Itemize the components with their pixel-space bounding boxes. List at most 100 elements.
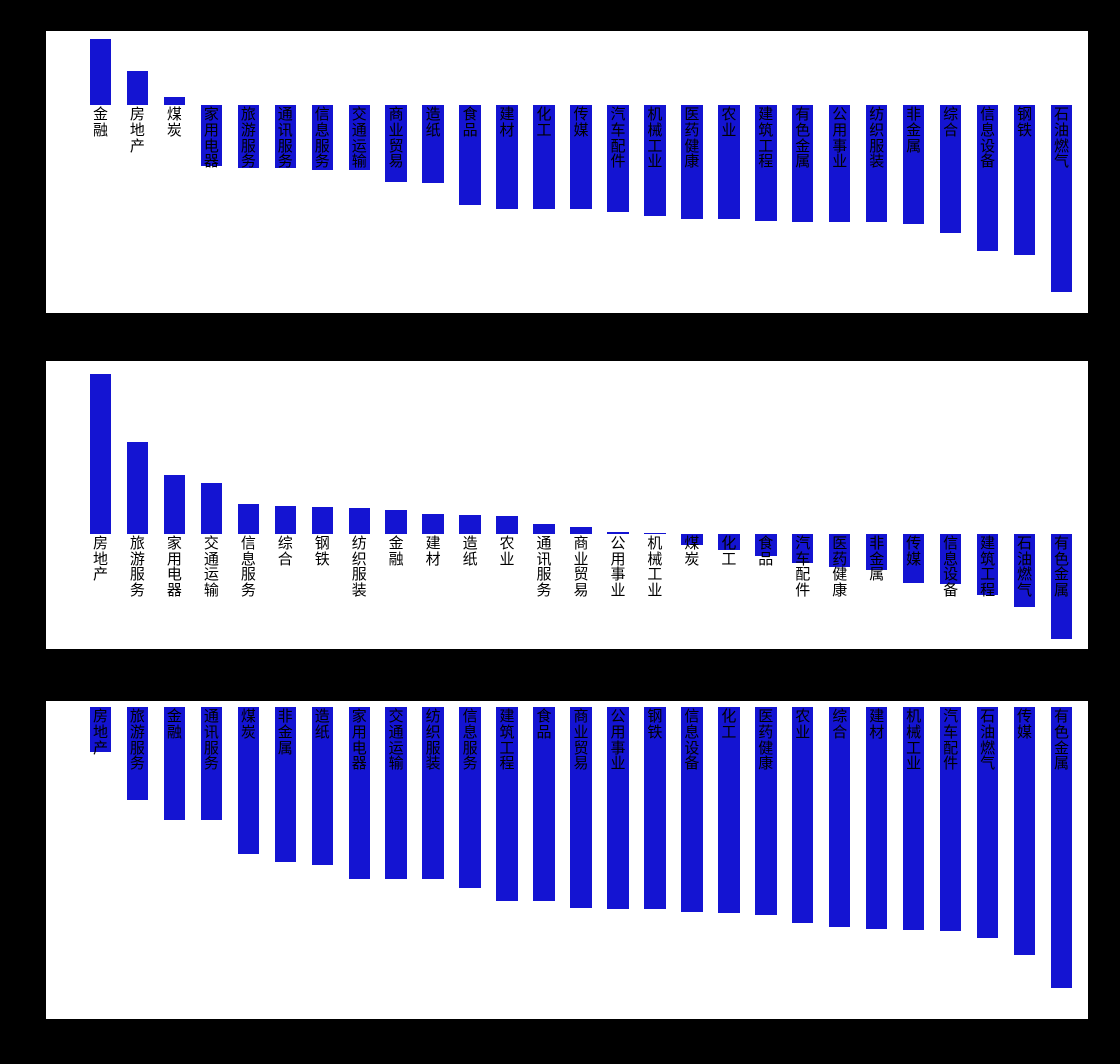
chart1-category-label: 化工 — [536, 108, 552, 140]
chart2-bar — [533, 524, 554, 534]
chart3-panel: 房地产旅游服务金融通讯服务煤炭非金属造纸家用电器交通运输纺织服装信息服务建筑工程… — [45, 700, 1089, 1020]
chart3-ytick-mark — [41, 953, 46, 954]
chart1-ytick-label: 0 — [31, 97, 39, 114]
chart2-category-label: 信息设备 — [943, 537, 959, 600]
chart2-category-label: 家用电器 — [166, 537, 182, 600]
chart2-category-label: 传媒 — [906, 537, 922, 569]
chart1-category-label: 有色金属 — [795, 108, 811, 171]
chart3-ytick-label: -7 — [26, 760, 39, 777]
chart2-bar — [459, 515, 480, 534]
chart2-ytick-mark — [41, 478, 46, 479]
chart1-category-label: 纺织服装 — [869, 108, 885, 171]
chart3-category-label: 非金属 — [277, 710, 293, 757]
chart1-category-label: 汽车配件 — [610, 108, 626, 171]
chart2-ytick-label: 0 — [31, 525, 39, 542]
chart2-bar — [127, 442, 148, 534]
chart3-category-label: 建材 — [869, 710, 885, 742]
chart2-ytick-mark — [41, 645, 46, 646]
chart1-bar — [127, 71, 148, 105]
chart3-category-label: 机械工业 — [906, 710, 922, 773]
chart3-category-label: 信息设备 — [684, 710, 700, 773]
chart1-ytick-label: -12 — [18, 301, 38, 318]
chart1-category-label: 建材 — [499, 108, 515, 140]
chart3-category-label: 旅游服务 — [129, 710, 145, 773]
chart2-category-label: 建材 — [425, 537, 441, 569]
chart2-category-label: 公用事业 — [610, 537, 626, 600]
chart2-category-label: 通讯服务 — [536, 537, 552, 600]
chart2-bar — [496, 516, 517, 534]
chart3-category-label: 家用电器 — [351, 710, 367, 773]
chart3-category-label: 有色金属 — [1054, 710, 1070, 773]
chart1-category-label: 金融 — [92, 108, 108, 140]
chart2-category-label: 食品 — [758, 537, 774, 569]
chart3-ytick-label: -21 — [18, 883, 38, 900]
chart2-bar — [90, 374, 111, 534]
chart2-category-label: 房地产 — [92, 537, 108, 584]
chart2-bar — [422, 514, 443, 534]
chart3-ytick-mark — [41, 769, 46, 770]
chart3-ytick-mark — [41, 892, 46, 893]
chart2-plot: 房地产旅游服务家用电器交通运输信息服务综合钢铁纺织服装金融建材造纸农业通讯服务商… — [82, 367, 1078, 643]
chart3-category-label: 医药健康 — [758, 710, 774, 773]
chart3-ytick-label: -14 — [18, 822, 38, 839]
chart2-category-label: 石油燃气 — [1017, 537, 1033, 600]
chart1-category-label: 家用电器 — [203, 108, 219, 171]
chart2-category-label: 商业贸易 — [573, 537, 589, 600]
chart1-ytick-mark — [41, 105, 46, 106]
chart1-category-label: 石油燃气 — [1054, 108, 1070, 171]
chart2-category-label: 医药健康 — [832, 537, 848, 600]
chart1-category-label: 建筑工程 — [758, 108, 774, 171]
chart3-category-label: 公用事业 — [610, 710, 626, 773]
chart2-panel: 房地产旅游服务家用电器交通运输信息服务综合钢铁纺织服装金融建材造纸农业通讯服务商… — [45, 360, 1089, 650]
chart1-plot: 金融房地产煤炭家用电器旅游服务通讯服务信息服务交通运输商业贸易造纸食品建材化工传… — [82, 37, 1078, 307]
chart3-ytick-label: -35 — [18, 1007, 38, 1024]
chart2-category-label: 化工 — [721, 537, 737, 569]
chart1-category-label: 信息服务 — [314, 108, 330, 171]
chart1-category-label: 旅游服务 — [240, 108, 256, 171]
chart2-bar — [275, 506, 296, 534]
chart3-category-label: 化工 — [721, 710, 737, 742]
chart1-category-label: 交通运输 — [351, 108, 367, 171]
chart1-category-label: 农业 — [721, 108, 737, 140]
chart1-category-label: 公用事业 — [832, 108, 848, 171]
chart3-ytick-mark — [41, 707, 46, 708]
chart3-ytick-mark — [41, 1015, 46, 1016]
chart3-category-label: 传媒 — [1017, 710, 1033, 742]
chart3-category-label: 通讯服务 — [203, 710, 219, 773]
chart1-category-label: 传媒 — [573, 108, 589, 140]
chart3-category-label: 商业贸易 — [573, 710, 589, 773]
chart3-category-label: 造纸 — [314, 710, 330, 742]
chart3-category-label: 金融 — [166, 710, 182, 742]
chart1-ytick-label: 4 — [31, 29, 39, 46]
chart1-ytick-label: -4 — [26, 165, 39, 182]
chart1-category-label: 房地产 — [129, 108, 145, 155]
chart1-category-label: 信息设备 — [980, 108, 996, 171]
chart3-category-label: 石油燃气 — [980, 710, 996, 773]
chart1-bar — [164, 97, 185, 106]
chart3-category-label: 钢铁 — [647, 710, 663, 742]
chart3-category-label: 信息服务 — [462, 710, 478, 773]
chart1-category-label: 造纸 — [425, 108, 441, 140]
chart2-category-label: 信息服务 — [240, 537, 256, 600]
chart2-category-label: 交通运输 — [203, 537, 219, 600]
chart2-bar — [201, 483, 222, 534]
chart1-category-label: 煤炭 — [166, 108, 182, 140]
chart3-category-label: 建筑工程 — [499, 710, 515, 773]
chart1-category-label: 商业贸易 — [388, 108, 404, 171]
chart2-ytick-mark — [41, 589, 46, 590]
chart3-category-label: 房地产 — [92, 710, 108, 757]
chart1-ytick-mark — [41, 241, 46, 242]
chart2-bar — [349, 508, 370, 534]
chart3-category-label: 交通运输 — [388, 710, 404, 773]
chart1-ytick-mark — [41, 173, 46, 174]
chart1-category-label: 医药健康 — [684, 108, 700, 171]
chart2-category-label: 造纸 — [462, 537, 478, 569]
chart1-category-label: 钢铁 — [1017, 108, 1033, 140]
chart1-category-label: 机械工业 — [647, 108, 663, 171]
chart2-category-label: 机械工业 — [647, 537, 663, 600]
chart2-bar — [238, 504, 259, 534]
chart2-ytick-mark — [41, 367, 46, 368]
chart3-ytick-label: -28 — [18, 945, 38, 962]
chart1-panel: 金融房地产煤炭家用电器旅游服务通讯服务信息服务交通运输商业贸易造纸食品建材化工传… — [45, 30, 1089, 314]
chart2-ytick-label: -5 — [26, 581, 39, 598]
